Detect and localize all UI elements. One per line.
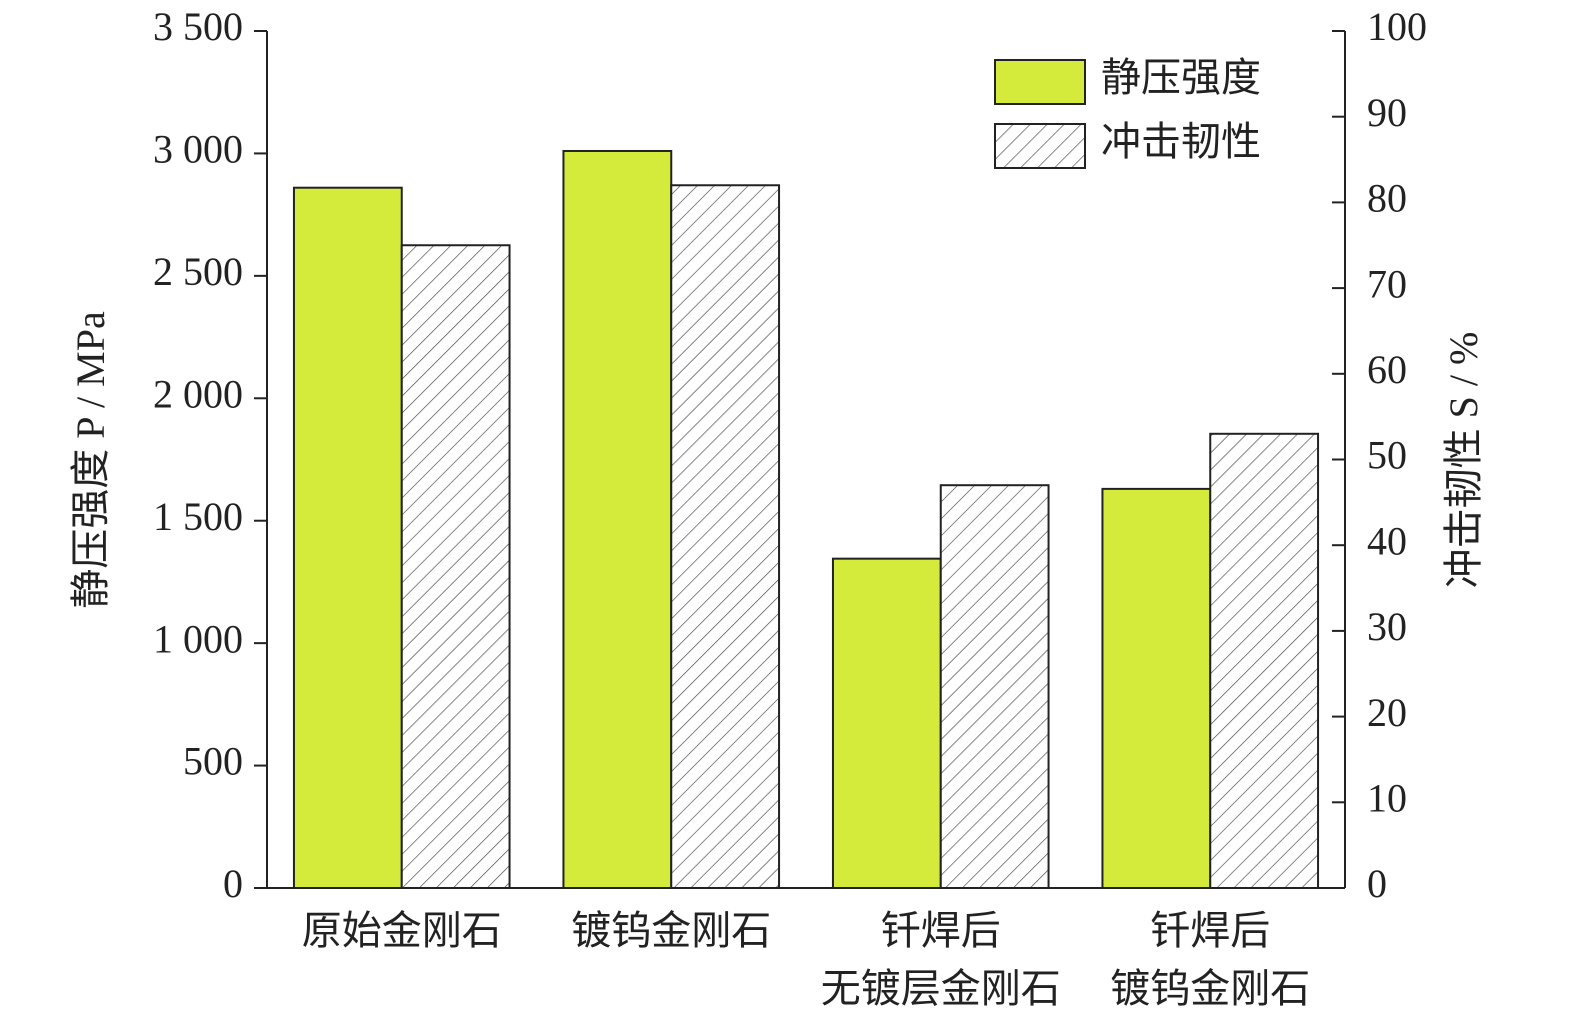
bar bbox=[939, 484, 1050, 889]
bar bbox=[400, 244, 511, 889]
y-tick-label: 1 000 bbox=[153, 616, 243, 661]
legend-label: 冲击韧性 bbox=[1101, 119, 1261, 164]
bar bbox=[1101, 487, 1212, 889]
y-axis-label: 静压强度 P / MPa bbox=[68, 311, 113, 609]
y2-tick-label: 90 bbox=[1367, 90, 1407, 135]
y2-tick-label: 70 bbox=[1367, 261, 1407, 306]
bar bbox=[831, 557, 942, 889]
y-tick-label: 0 bbox=[223, 861, 243, 906]
x-tick-label: 钎焊后 bbox=[881, 908, 1001, 953]
y-tick-label: 2 500 bbox=[153, 249, 243, 294]
y2-tick-label: 0 bbox=[1367, 861, 1387, 906]
x-tick-label: 原始金刚石 bbox=[302, 908, 502, 953]
legend-swatch bbox=[994, 123, 1086, 169]
y2-axis-label: 冲击韧性 S / % bbox=[1441, 332, 1486, 589]
legend-swatch bbox=[994, 59, 1086, 105]
y-tick-label: 3 500 bbox=[153, 4, 243, 49]
y2-tick-label: 40 bbox=[1367, 518, 1407, 563]
x-tick-label: 镀钨金刚石 bbox=[571, 908, 771, 953]
y2-tick-label: 20 bbox=[1367, 690, 1407, 735]
y-tick-label: 2 000 bbox=[153, 371, 243, 416]
y2-tick-label: 60 bbox=[1367, 347, 1407, 392]
y-tick-label: 500 bbox=[183, 739, 243, 784]
y2-tick-label: 10 bbox=[1367, 775, 1407, 820]
y-tick-label: 3 000 bbox=[153, 127, 243, 172]
y2-tick-label: 100 bbox=[1367, 4, 1427, 49]
bar bbox=[292, 186, 403, 890]
legend-label: 静压强度 bbox=[1101, 55, 1261, 100]
y2-tick-label: 50 bbox=[1367, 433, 1407, 478]
y2-tick-label: 80 bbox=[1367, 176, 1407, 221]
y2-tick-label: 30 bbox=[1367, 604, 1407, 649]
x-tick-label: 无镀层金刚石 bbox=[821, 966, 1061, 1011]
bar bbox=[670, 184, 781, 889]
x-tick-label: 镀钨金刚石 bbox=[1110, 966, 1310, 1011]
bar bbox=[1209, 432, 1320, 889]
bar bbox=[562, 149, 673, 890]
x-tick-label: 钎焊后 bbox=[1150, 908, 1270, 953]
y-tick-label: 1 500 bbox=[153, 494, 243, 539]
